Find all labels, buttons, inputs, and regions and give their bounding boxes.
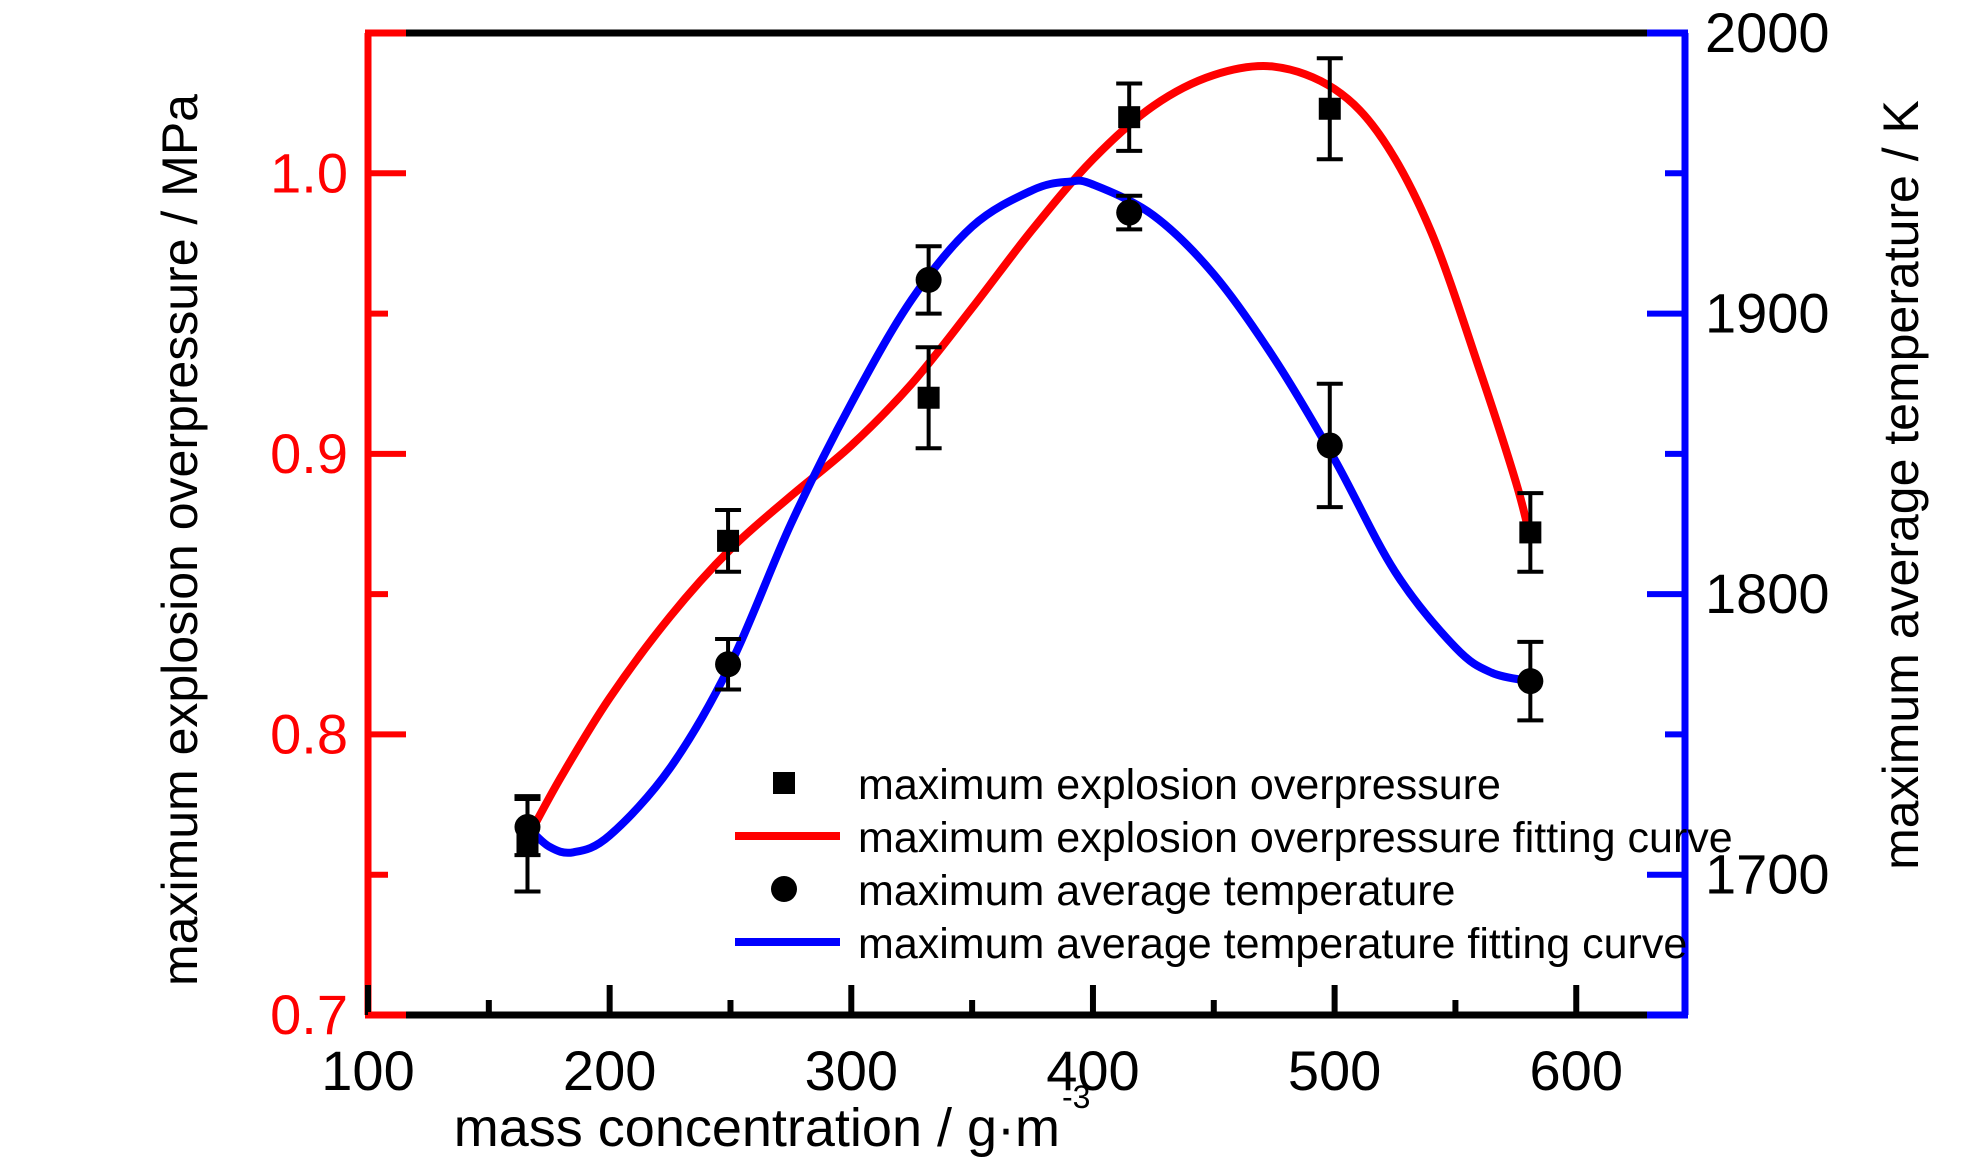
x-axis-label: mass concentration / g·m (454, 1098, 1060, 1157)
y-left-tick-label: 0.7 (270, 983, 348, 1046)
temperature-point (1316, 432, 1343, 459)
y-left-tick-label: 1.0 (270, 141, 348, 204)
legend-label: maximum explosion overpressure fitting c… (858, 814, 1733, 862)
temperature-point (1517, 668, 1544, 695)
temperature-fit-curve (523, 176, 1535, 857)
x-tick-label: 600 (1530, 1039, 1623, 1102)
y-right-tick-label: 1700 (1705, 843, 1830, 906)
y-right-tick-label: 1800 (1705, 562, 1830, 625)
overpressure-point (1318, 97, 1341, 120)
x-tick-label: 200 (563, 1039, 656, 1102)
overpressure-fit-curve (523, 62, 1535, 843)
x-tick-label: 400 (1046, 1039, 1139, 1102)
overpressure-point (1519, 521, 1542, 544)
axis-ticks: 100 200 300 400 500 600 0.7 0.8 0.9 1.0 1700 1800 19… (270, 1, 1829, 1102)
y-right-tick-label: 2000 (1705, 1, 1830, 64)
x-tick-label: 300 (805, 1039, 898, 1102)
y-axis-right-label: maximum average temperature / K (1873, 100, 1929, 870)
y-axis-left-label: maximum explosion overpressure / MPa (152, 94, 208, 986)
legend: maximum explosion overpressure maximum ex… (735, 761, 1733, 968)
y-left-tick-label: 0.8 (270, 702, 348, 765)
temperature-point (514, 814, 541, 841)
x-tick-label: 500 (1288, 1039, 1381, 1102)
temperature-point (915, 266, 942, 293)
legend-circle-marker (771, 876, 797, 902)
legend-square-marker (773, 772, 795, 794)
data-points (514, 56, 1544, 894)
temperature-point (715, 651, 742, 678)
overpressure-point (717, 529, 740, 552)
legend-label: maximum average temperature fitting curv… (858, 920, 1687, 968)
legend-label: maximum explosion overpressure (858, 761, 1501, 809)
y-left-tick-label: 0.9 (270, 422, 348, 485)
y-right-tick-label: 1900 (1705, 282, 1830, 345)
temperature-point (1116, 199, 1143, 226)
fit-curves (523, 62, 1535, 857)
x-axis-label-superscript: -3 (1062, 1079, 1090, 1115)
overpressure-point (1118, 106, 1141, 129)
overpressure-point (917, 386, 940, 409)
x-tick-label: 100 (321, 1039, 414, 1102)
legend-label: maximum average temperature (858, 867, 1455, 915)
